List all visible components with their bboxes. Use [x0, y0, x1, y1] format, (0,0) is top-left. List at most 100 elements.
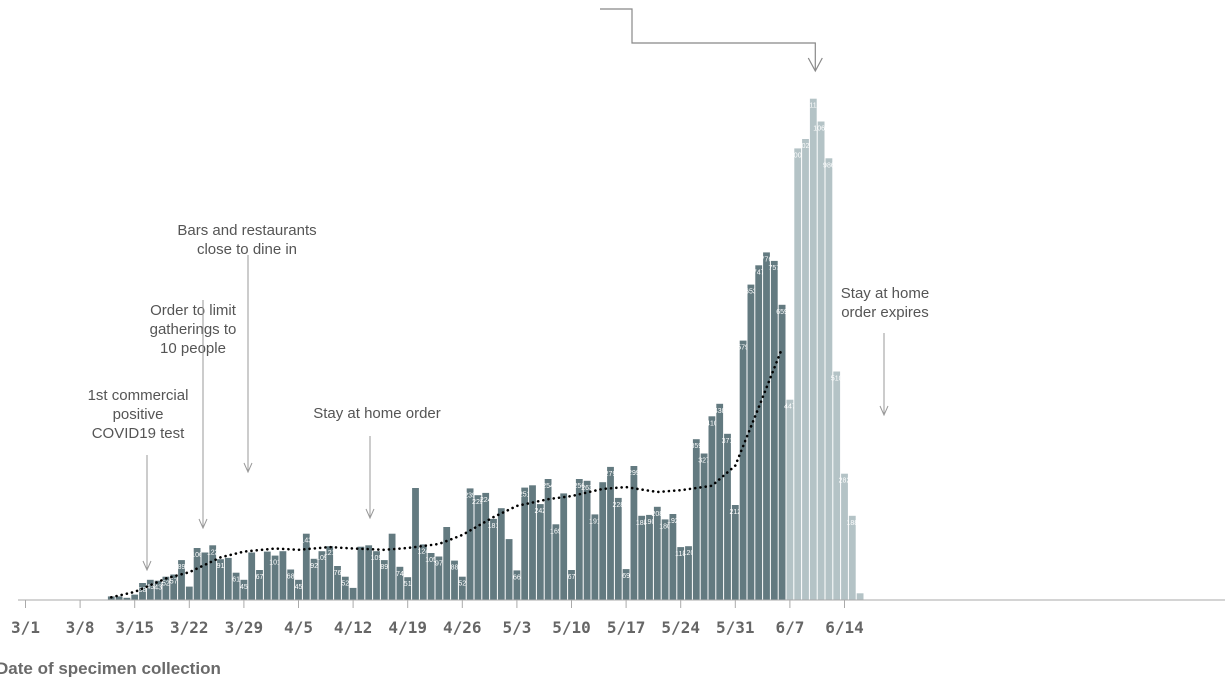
bar-label: 89 — [380, 564, 388, 571]
bar — [443, 527, 451, 600]
bar — [653, 506, 661, 600]
bar — [661, 519, 669, 600]
bar — [474, 495, 482, 600]
bar-label: 143 — [300, 538, 312, 545]
bar — [552, 524, 560, 600]
bar — [131, 594, 139, 600]
x-tick-label: 6/7 — [775, 618, 804, 637]
bar — [833, 371, 841, 600]
x-tick-label: 4/12 — [334, 618, 373, 637]
annotation-arrowhead — [198, 518, 208, 530]
annotation: Stay at home order expires — [841, 285, 929, 417]
bar — [404, 577, 412, 600]
bar — [802, 139, 809, 600]
bar — [536, 504, 544, 600]
bar-label: 51 — [404, 581, 412, 588]
bar-label: 124 — [417, 548, 429, 555]
bar — [232, 572, 240, 600]
bar — [763, 252, 770, 600]
bar-label: 776 — [761, 256, 773, 263]
bar-label: 105 — [425, 557, 437, 564]
bar-label: 97 — [435, 561, 443, 568]
bar — [739, 340, 747, 600]
bar — [575, 479, 583, 600]
bar-label: 447 — [784, 404, 796, 411]
bar — [256, 570, 263, 600]
bar — [622, 569, 630, 600]
bar — [591, 514, 599, 600]
bar — [724, 433, 731, 600]
annotation-text: gatherings to — [150, 321, 237, 338]
bar-label: 109 — [316, 555, 328, 562]
x-tick-label: 5/3 — [502, 618, 531, 637]
bar — [146, 579, 154, 600]
bar — [505, 539, 513, 600]
bar — [809, 98, 817, 600]
bar — [154, 580, 162, 600]
annotation-text: positive — [113, 406, 164, 423]
bar-label: 282 — [839, 478, 851, 485]
bar — [638, 515, 646, 600]
bar-label: 76 — [334, 570, 342, 577]
bar — [287, 569, 295, 600]
bar — [326, 546, 334, 600]
bar-label: 169 — [550, 528, 562, 535]
bar — [669, 514, 677, 600]
bar-label: 254 — [542, 483, 554, 490]
bar — [841, 473, 848, 600]
bar-label: 45 — [295, 584, 303, 591]
bar-label: 120 — [683, 550, 695, 557]
bar-label: 52 — [162, 581, 170, 588]
bar — [646, 514, 653, 600]
bar — [334, 566, 341, 600]
bar — [778, 304, 786, 600]
bar — [607, 466, 614, 600]
bar — [380, 560, 388, 600]
bar — [700, 453, 708, 600]
annotation: 1st commercial positive COVID19 test — [88, 387, 188, 572]
bar-label: 118 — [675, 551, 686, 558]
bar-label: 181 — [488, 523, 500, 530]
bar — [419, 544, 427, 600]
bar — [341, 576, 349, 600]
bar — [529, 485, 536, 600]
x-tick-label: 3/15 — [115, 618, 154, 637]
bar-label: 986 — [823, 162, 835, 169]
bar — [295, 579, 302, 600]
bar — [614, 497, 622, 600]
bar-label: 109 — [371, 555, 383, 562]
bar-label: 327 — [698, 458, 710, 465]
x-tick-label: 5/10 — [552, 618, 591, 637]
bar — [848, 515, 856, 600]
bar — [856, 593, 864, 600]
bar-label: 69 — [622, 573, 630, 580]
annotation-arrowhead — [365, 508, 375, 520]
bar-label: 223 — [472, 499, 484, 506]
bar — [412, 488, 419, 600]
bar — [193, 548, 201, 600]
bar — [685, 546, 692, 600]
bar-label: 228 — [612, 502, 624, 509]
bar — [209, 545, 217, 600]
bar — [271, 555, 279, 600]
bar-label: 74 — [396, 571, 404, 578]
annotation-arrowhead — [879, 405, 889, 417]
bar-label: 91 — [217, 563, 225, 570]
bar-label: 45 — [146, 584, 154, 591]
annotation-arrowhead — [243, 462, 253, 474]
bar-label: 68 — [287, 574, 295, 581]
bar-label: 122 — [207, 549, 219, 556]
bar-label: 88 — [451, 565, 459, 572]
bar — [217, 559, 224, 600]
bar — [599, 482, 607, 600]
bar — [396, 566, 404, 600]
bar-label: 57 — [170, 579, 178, 586]
bracket-line — [600, 8, 816, 70]
bar — [240, 579, 248, 600]
x-tick-label: 6/14 — [825, 618, 864, 637]
bar-label: 45 — [240, 584, 248, 591]
bar-label: 188 — [846, 520, 858, 527]
bar — [755, 265, 763, 600]
bar-label: 251 — [519, 492, 531, 499]
